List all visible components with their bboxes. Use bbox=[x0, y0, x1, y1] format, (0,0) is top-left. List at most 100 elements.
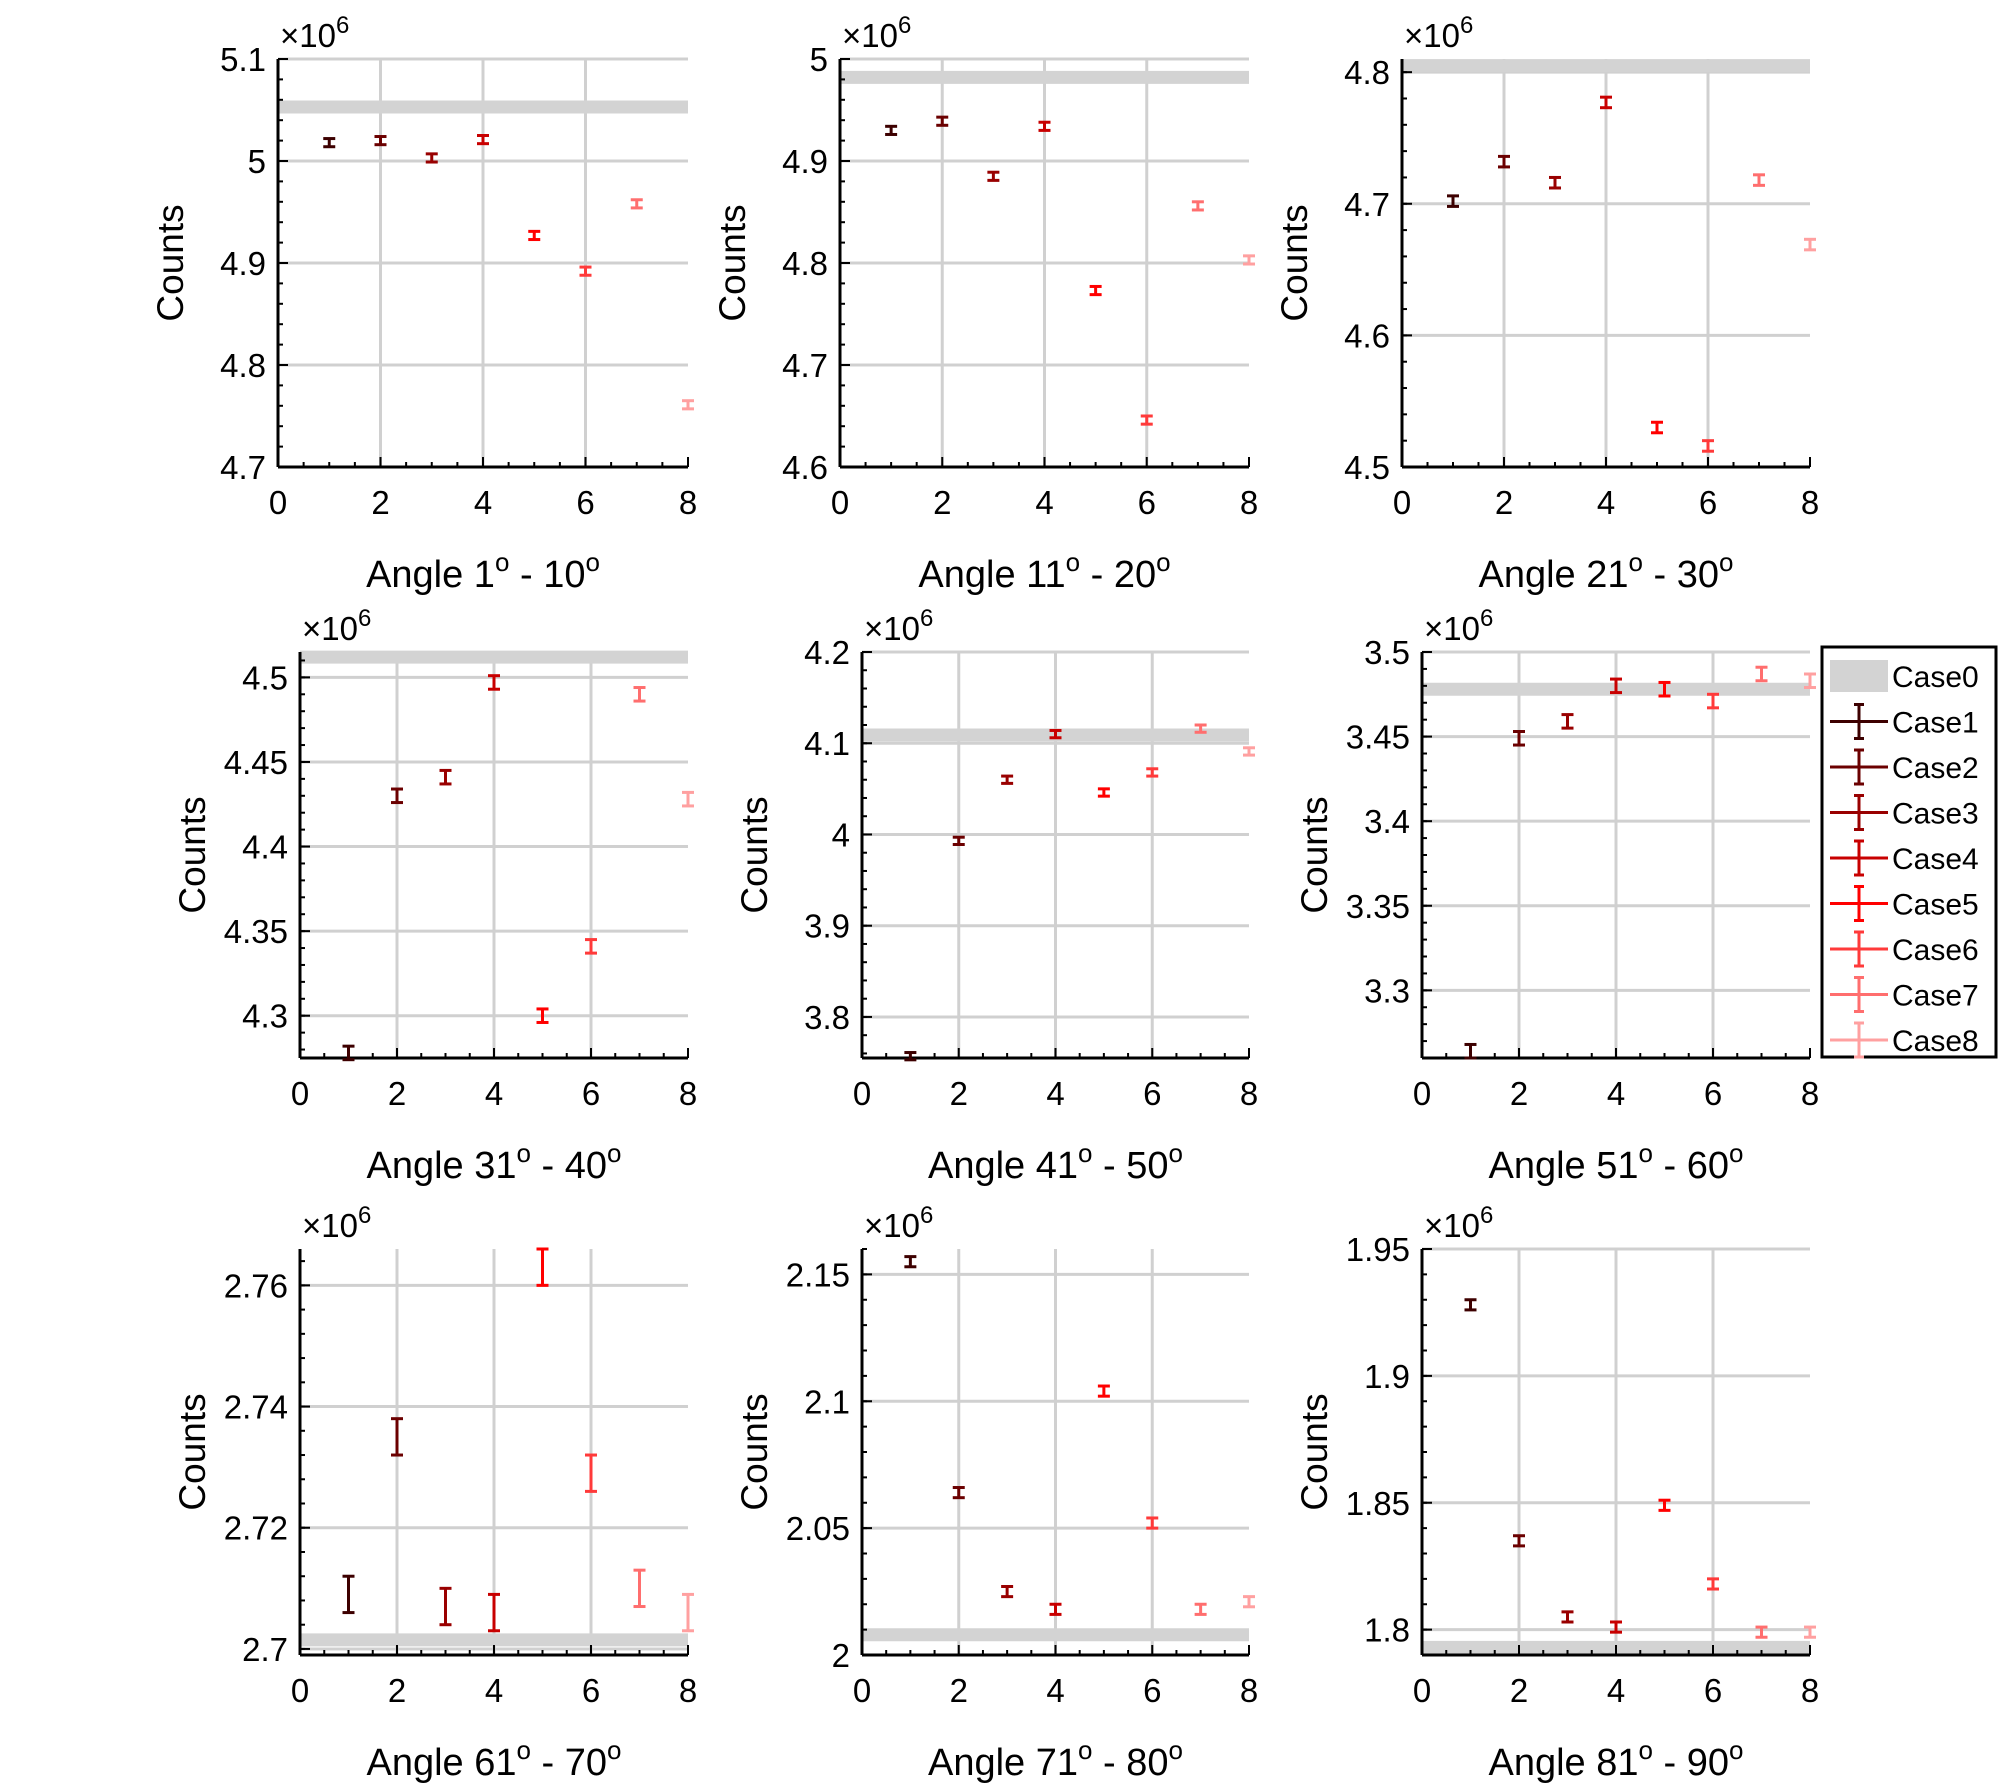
x-tick-label: 0 bbox=[291, 1672, 309, 1709]
x-tick-label: 2 bbox=[1495, 484, 1513, 521]
y-tick-label: 4.5 bbox=[1344, 449, 1390, 486]
errorbar-case6 bbox=[1707, 1577, 1719, 1591]
errorbar-case5 bbox=[528, 229, 541, 242]
legend-item-case5: Case5 bbox=[1830, 885, 1979, 922]
x-label-end: - 70 bbox=[531, 1742, 607, 1784]
x-label-start: Angle 41 bbox=[928, 1145, 1078, 1187]
x-tick-label: 8 bbox=[1801, 1075, 1819, 1112]
errorbar-case1 bbox=[342, 1574, 355, 1615]
errorbar-case4 bbox=[488, 1592, 500, 1633]
errorbar-case7 bbox=[1755, 665, 1768, 683]
x-tick-label: 4 bbox=[485, 1672, 503, 1709]
legend-label: Case4 bbox=[1892, 843, 1979, 876]
y-tick-label: 4.9 bbox=[782, 143, 828, 180]
errorbar-case3 bbox=[987, 170, 1000, 182]
x-tick-label: 8 bbox=[679, 1075, 697, 1112]
exponent-power: 6 bbox=[336, 12, 349, 39]
errorbar-case5 bbox=[1658, 680, 1671, 698]
x-tick-label: 2 bbox=[1510, 1075, 1528, 1112]
exponent-base: 10 bbox=[1443, 1207, 1480, 1244]
errorbar-case2 bbox=[936, 115, 949, 127]
x-axis-label: Angle 1o - 10o bbox=[366, 547, 600, 596]
y-tick-label: 4.5 bbox=[242, 659, 288, 696]
errorbar-case5 bbox=[1658, 1498, 1671, 1512]
legend-label: Case5 bbox=[1892, 889, 1979, 922]
exponent-prefix: × bbox=[1424, 610, 1443, 647]
x-label-end: - 20 bbox=[1080, 554, 1156, 596]
errorbar-case2 bbox=[1498, 154, 1510, 169]
errorbar-case8 bbox=[682, 790, 694, 808]
exponent-base: 10 bbox=[883, 1207, 920, 1244]
x-label-start: Angle 71 bbox=[928, 1742, 1078, 1784]
x-axis-label: Angle 61o - 70o bbox=[367, 1735, 622, 1784]
x-tick-label: 0 bbox=[853, 1075, 871, 1112]
errorbar-case6 bbox=[579, 265, 592, 277]
y-tick-label: 2 bbox=[832, 1637, 850, 1674]
x-axis-label: Angle 51o - 60o bbox=[1489, 1138, 1744, 1187]
x-label-degree: o bbox=[517, 1138, 531, 1168]
errorbar-case1 bbox=[1464, 1042, 1477, 1060]
y-axis-label: Counts bbox=[734, 796, 775, 913]
y-axis-label: Counts bbox=[172, 796, 213, 913]
y-tick-label: 3.8 bbox=[804, 999, 850, 1036]
x-label-end: - 10 bbox=[509, 554, 585, 596]
exponent-prefix: × bbox=[1424, 1207, 1443, 1244]
exponent-label: ×106 bbox=[864, 1202, 933, 1244]
x-tick-label: 0 bbox=[1413, 1075, 1431, 1112]
legend-label: Case2 bbox=[1892, 752, 1979, 785]
y-tick-label: 2.15 bbox=[786, 1256, 850, 1293]
y-tick-label: 3.45 bbox=[1346, 719, 1410, 756]
x-label-start: Angle 1 bbox=[366, 554, 495, 596]
exponent-label: ×106 bbox=[280, 12, 349, 54]
x-label-degree: o bbox=[1639, 1735, 1653, 1765]
legend-label: Case1 bbox=[1892, 707, 1979, 740]
x-label-start: Angle 61 bbox=[367, 1742, 517, 1784]
y-tick-label: 5 bbox=[248, 143, 266, 180]
errorbar-case4 bbox=[488, 674, 500, 691]
y-axis-label: Counts bbox=[734, 1393, 775, 1510]
legend-label: Case8 bbox=[1892, 1025, 1979, 1058]
y-tick-label: 4.9 bbox=[220, 245, 266, 282]
errorbar-case7 bbox=[630, 198, 643, 210]
x-tick-label: 4 bbox=[1046, 1672, 1064, 1709]
x-tick-label: 0 bbox=[831, 484, 849, 521]
exponent-power: 6 bbox=[920, 1202, 933, 1229]
errorbar-case7 bbox=[633, 1568, 646, 1609]
exponent-base: 10 bbox=[321, 610, 358, 647]
y-tick-label: 2.7 bbox=[242, 1631, 288, 1668]
x-tick-label: 0 bbox=[1413, 1672, 1431, 1709]
errorbar-case1 bbox=[885, 124, 898, 136]
legend-item-case0: Case0 bbox=[1830, 660, 1979, 694]
errorbar-case3 bbox=[1561, 1610, 1574, 1624]
y-tick-label: 1.85 bbox=[1346, 1485, 1410, 1522]
errorbar-case6 bbox=[1146, 1516, 1159, 1530]
x-tick-label: 4 bbox=[1035, 484, 1053, 521]
x-tick-label: 6 bbox=[582, 1075, 600, 1112]
errorbar-case4 bbox=[1600, 95, 1612, 110]
y-tick-label: 4.1 bbox=[804, 725, 850, 762]
exponent-power: 6 bbox=[920, 605, 933, 632]
y-tick-label: 4.7 bbox=[782, 347, 828, 384]
errorbar-case2 bbox=[374, 135, 387, 147]
exponent-power: 6 bbox=[358, 1202, 371, 1229]
x-label-end: - 60 bbox=[1653, 1145, 1729, 1187]
errorbar-case5 bbox=[1089, 284, 1102, 297]
x-label-degree: o bbox=[1719, 547, 1733, 577]
errorbar-case3 bbox=[425, 152, 438, 164]
legend-label: Case0 bbox=[1892, 661, 1979, 694]
x-tick-label: 8 bbox=[1801, 484, 1819, 521]
exponent-prefix: × bbox=[864, 1207, 883, 1244]
errorbar-case5 bbox=[1651, 420, 1663, 435]
exponent-power: 6 bbox=[1460, 12, 1473, 39]
errorbar-case3 bbox=[1549, 175, 1561, 190]
legend: Case0 Case1 Case2 Case3 Case4 Case5 Case6 Case7… bbox=[1820, 645, 1998, 1059]
legend-item-case8: Case8 bbox=[1830, 1021, 1979, 1059]
x-tick-label: 6 bbox=[1704, 1672, 1722, 1709]
errorbar-case4 bbox=[1049, 728, 1062, 740]
x-tick-label: 2 bbox=[950, 1075, 968, 1112]
